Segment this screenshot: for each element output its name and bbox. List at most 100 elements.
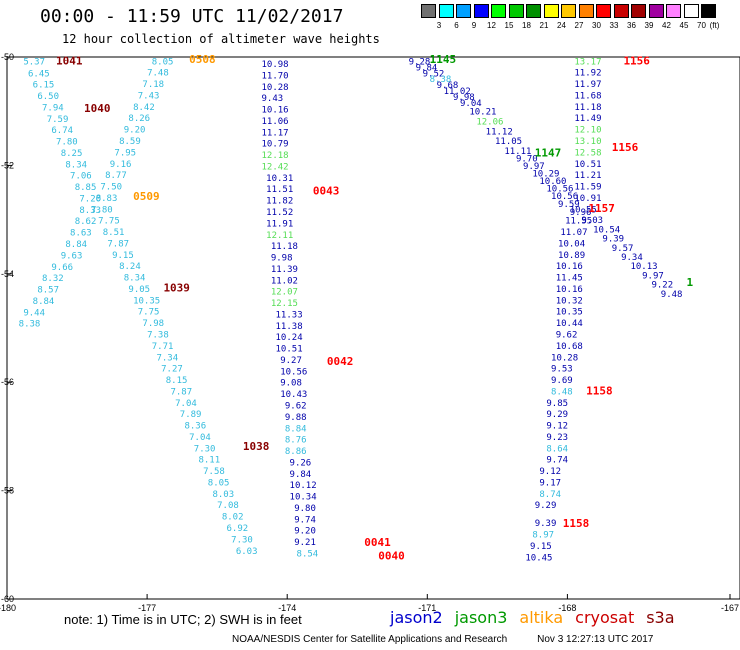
color-scale-label: 30: [592, 21, 601, 30]
wave-height-label: 10.35: [556, 308, 583, 318]
wave-height-label: 11.12: [486, 127, 513, 137]
color-swatch: [613, 4, 629, 18]
wave-height-label: 7.87: [107, 239, 129, 249]
wave-height-label: 9.27: [280, 356, 302, 366]
wave-height-label: 8.42: [133, 103, 155, 113]
wave-height-label: 10.56: [551, 192, 578, 202]
color-scale-label: 3: [436, 21, 442, 30]
wave-height-label: 9.97: [523, 162, 545, 172]
wave-height-label: 9.21: [294, 538, 316, 548]
satellite-legend-altika: altika: [519, 608, 564, 627]
wave-height-label: 8.24: [119, 262, 141, 272]
wave-height-label: 10.51: [574, 160, 601, 170]
pass-time-label: 1041: [56, 54, 83, 67]
wave-height-label: 8.59: [119, 137, 141, 147]
wave-height-label: 8.74: [539, 490, 561, 500]
wave-height-label: 7.04: [189, 433, 211, 443]
wave-height-label: 10.29: [532, 170, 559, 180]
pass-time-label: 1039: [163, 281, 190, 294]
wave-height-label: 8.15: [166, 376, 188, 386]
wave-height-label: 10.16: [262, 106, 289, 116]
pass-time-label: 1156: [623, 54, 650, 67]
wave-height-label: 8.36: [184, 422, 206, 432]
wave-height-label: 9.62: [556, 331, 578, 341]
wave-height-label: 8.11: [198, 456, 220, 466]
wave-height-label: 10.79: [262, 140, 289, 150]
wave-height-label: 9.84: [416, 63, 438, 73]
pass-time-label: 1038: [243, 440, 270, 453]
color-scale-label: 12: [487, 21, 496, 30]
color-scale-label: 45: [679, 21, 689, 30]
wave-height-label: 9.84: [290, 470, 312, 480]
wave-height-label: 9.22: [651, 281, 673, 291]
wave-height-label: 9.12: [539, 467, 561, 477]
wave-height-label: 11.68: [574, 91, 601, 101]
pass-time-label: 1145: [430, 53, 457, 66]
wave-height-label: 8.48: [551, 387, 573, 397]
wave-height-label: 10.56: [546, 185, 573, 195]
wave-height-label: 10.24: [276, 333, 303, 343]
x-tick-label: -180: [0, 603, 16, 613]
wave-height-label: 10.98: [262, 60, 289, 70]
wave-height-label: 9.70: [516, 154, 538, 164]
wave-height-label: 8.25: [61, 149, 83, 159]
x-tick-label: -167: [721, 603, 739, 613]
wave-height-label: 9.03: [581, 216, 603, 226]
wave-height-label: 8.84: [65, 240, 87, 250]
wave-height-label: 8.97: [532, 531, 554, 541]
wave-height-label: 11.45: [556, 274, 583, 284]
wave-height-label: 8.51: [103, 228, 125, 238]
wave-height-label: 7.71: [152, 342, 174, 352]
color-swatch: [561, 4, 576, 18]
wave-height-label: 7.80: [56, 138, 78, 148]
wave-height-label: 8.33: [79, 206, 101, 216]
wave-height-label: 11.39: [271, 265, 298, 275]
wave-height-label: 10.34: [290, 493, 317, 503]
color-scale-label: 42: [662, 21, 671, 30]
wave-height-label: 10.04: [558, 239, 585, 249]
wave-height-label: 11.38: [276, 322, 303, 332]
wave-height-label: 9.12: [546, 422, 568, 432]
y-tick-label: -54: [1, 269, 14, 279]
wave-height-label: 7.80: [91, 205, 113, 215]
color-scale-label: 21: [539, 21, 549, 30]
wave-height-label: 8.57: [37, 286, 59, 296]
wave-height-label: 7.04: [175, 399, 197, 409]
wave-height-label: 8.76: [285, 436, 307, 446]
wave-height-label: 11.55: [565, 217, 592, 227]
color-swatch: [508, 4, 524, 18]
wave-height-label: 11.18: [574, 103, 601, 113]
wave-height-label: 9.20: [294, 527, 316, 537]
wave-height-label: 9.04: [460, 99, 482, 109]
data-labels: 5.376.456.156.507.947.596.747.808.258.34…: [19, 57, 683, 563]
color-swatch: [683, 4, 699, 18]
wave-height-label: 7.87: [170, 387, 192, 397]
wave-height-label: 10.43: [280, 390, 307, 400]
wave-height-label: 6.50: [37, 92, 59, 102]
wave-height-label: 9.66: [51, 263, 73, 273]
wave-height-label: 10.28: [262, 83, 289, 93]
wave-height-label: 7.75: [138, 308, 160, 318]
color-swatch: [666, 4, 681, 18]
pass-time-label: 0508: [189, 53, 216, 66]
wave-height-label: 11.82: [266, 197, 293, 207]
axis-ticks: -180 -177 -174 -171 -168 -167 -50 -52 -54 -56 -58 -…: [0, 52, 739, 613]
wave-height-label: 9.15: [112, 251, 134, 261]
pass-time-label: 1158: [586, 384, 613, 397]
wave-height-label: 9.29: [535, 501, 557, 511]
wave-height-label: 10.16: [556, 262, 583, 272]
wave-height-label: 9.96: [570, 208, 592, 218]
wave-height-label: 9.23: [546, 433, 568, 443]
wave-height-label: 11.70: [262, 71, 289, 81]
color-swatch: [701, 4, 716, 18]
wave-height-label: 9.98: [271, 254, 293, 264]
wave-height-label: 9.97: [642, 271, 664, 281]
wave-height-label: 11.21: [574, 171, 601, 181]
wave-height-label: 7.34: [156, 353, 178, 363]
wave-height-label: 9.39: [602, 235, 624, 245]
color-scale-label: 24: [557, 21, 566, 30]
wave-height-label: 12.06: [476, 117, 503, 127]
wave-height-label: 7.94: [42, 103, 64, 113]
wave-height-label: 9.28: [409, 57, 431, 67]
x-tick-label: -168: [558, 603, 576, 613]
